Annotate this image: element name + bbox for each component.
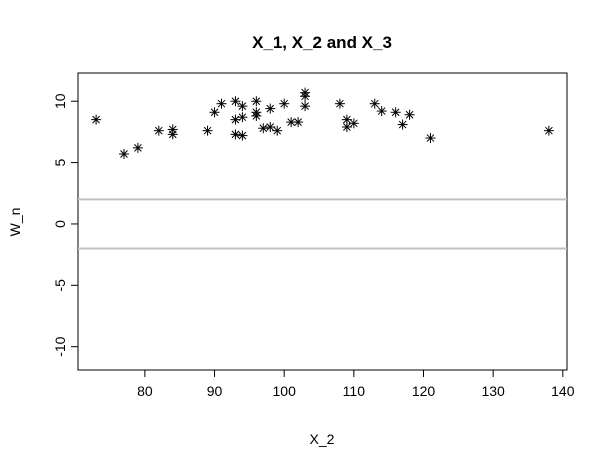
point (300, 91, 311, 102)
y-tick-label: 5 (52, 158, 68, 166)
point (237, 101, 248, 112)
point (369, 98, 380, 109)
point-stroke (377, 107, 386, 115)
point-stroke (203, 126, 212, 135)
y-tick-label: -5 (52, 279, 68, 292)
point (543, 125, 554, 136)
point (397, 119, 408, 130)
point-stroke (238, 102, 247, 110)
x-tick-label: 130 (481, 383, 505, 399)
point-stroke (426, 134, 435, 142)
point-stroke (294, 118, 302, 126)
point-stroke (231, 130, 240, 139)
point (425, 133, 436, 144)
point-stroke (301, 92, 309, 101)
point-stroke (280, 99, 289, 108)
point (341, 122, 352, 132)
x-tick-label: 100 (273, 383, 297, 399)
point-stroke (266, 123, 275, 131)
point (265, 122, 276, 132)
point-stroke (252, 112, 261, 120)
point-stroke (287, 118, 296, 126)
x-tick-label: 80 (137, 383, 153, 399)
point (230, 96, 241, 107)
point-stroke (134, 144, 142, 152)
point-stroke (545, 126, 553, 135)
point-stroke (238, 113, 247, 122)
point-stroke (231, 97, 240, 106)
point (251, 110, 262, 121)
point-stroke (391, 108, 400, 117)
x-tick-label: 110 (343, 383, 366, 399)
x-tick-label: 140 (551, 383, 575, 399)
point-stroke (301, 102, 309, 110)
point (167, 129, 178, 140)
point-stroke (266, 104, 275, 113)
point-stroke (168, 130, 177, 139)
point (237, 112, 248, 123)
point-stroke (398, 120, 407, 129)
point (132, 142, 143, 153)
point (293, 117, 304, 128)
point (334, 98, 345, 109)
x-tick-label: 120 (412, 383, 436, 399)
point-stroke (336, 99, 344, 108)
point (348, 118, 359, 129)
point (153, 125, 164, 136)
point (404, 109, 415, 120)
point-stroke (252, 97, 261, 106)
point (258, 123, 269, 134)
point (230, 129, 241, 140)
point-stroke (370, 99, 379, 108)
point (251, 96, 262, 107)
x-tick-label: 90 (207, 383, 223, 399)
x-axis-label: X_2 (310, 431, 335, 447)
point (300, 101, 311, 112)
point-stroke (120, 150, 128, 158)
point-stroke (343, 115, 351, 124)
point-stroke (259, 124, 268, 133)
y-tick-label: -10 (52, 336, 68, 356)
point (376, 106, 387, 117)
point-stroke (92, 115, 100, 124)
point (202, 125, 213, 136)
chart-title: X_1, X_2 and X_3 (252, 33, 392, 52)
point (216, 98, 227, 109)
y-tick-label: 10 (52, 93, 68, 109)
point (237, 130, 248, 141)
point (209, 107, 220, 118)
point-stroke (343, 123, 351, 131)
y-tick-label: 0 (52, 220, 68, 228)
point-stroke (349, 119, 358, 128)
point (390, 107, 401, 118)
point (279, 98, 290, 109)
point (91, 114, 102, 125)
point-stroke (217, 99, 226, 108)
point-stroke (154, 126, 163, 135)
plot-frame (77, 72, 568, 371)
point (118, 149, 129, 159)
point-stroke (273, 126, 282, 135)
point-stroke (210, 108, 219, 117)
y-axis-label: W_n (7, 208, 23, 237)
point (265, 103, 276, 114)
point (230, 114, 241, 125)
point-stroke (238, 131, 247, 140)
point-stroke (405, 110, 414, 119)
point (272, 125, 283, 136)
